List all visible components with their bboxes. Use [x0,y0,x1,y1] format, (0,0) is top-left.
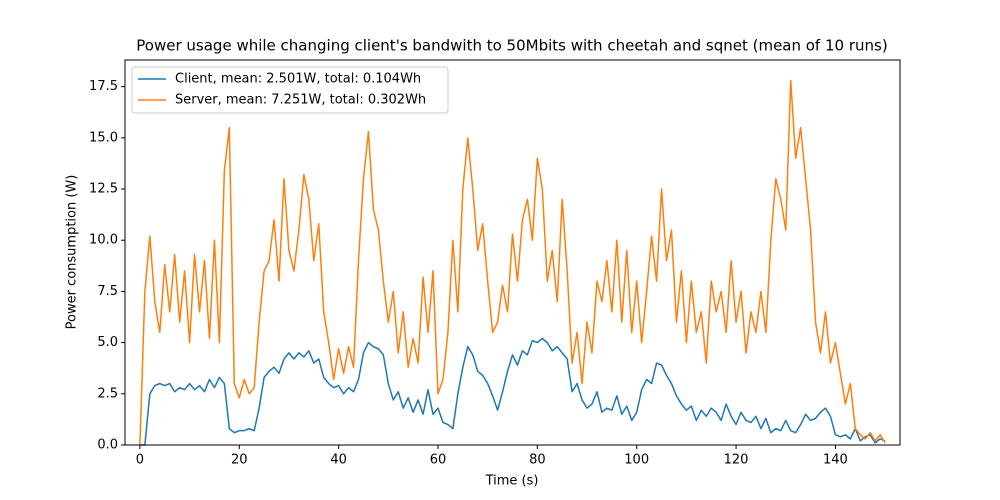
legend-label: Client, mean: 2.501W, total: 0.104Wh [175,72,421,87]
y-axis-label: Power consumption (W) [65,175,80,330]
y-tick-label: 7.5 [97,284,118,299]
x-tick-label: 0 [136,453,144,468]
x-tick-label: 100 [624,453,649,468]
y-tick-label: 2.5 [97,386,118,401]
y-tick-label: 5.0 [97,335,118,350]
y-tick-label: 15.0 [89,130,118,145]
x-axis-label: Time (s) [485,474,539,489]
x-tick-label: 40 [330,453,347,468]
plot-frame [124,59,901,446]
chart-title: Power usage while changing client's band… [136,37,887,55]
y-tick-label: 12.5 [89,182,118,197]
legend-box [131,66,449,114]
series-line [139,337,886,446]
y-tick-label: 17.5 [89,79,118,94]
series-line [139,79,886,446]
x-tick-label: 80 [529,453,546,468]
y-tick-label: 10.0 [89,233,118,248]
legend-label: Server, mean: 7.251W, total: 0.302Wh [175,93,426,108]
x-tick-label: 60 [430,453,447,468]
x-tick-label: 20 [231,453,248,468]
x-tick-label: 140 [823,453,848,468]
x-tick-label: 120 [724,453,749,468]
y-tick-label: 0.0 [97,438,118,453]
